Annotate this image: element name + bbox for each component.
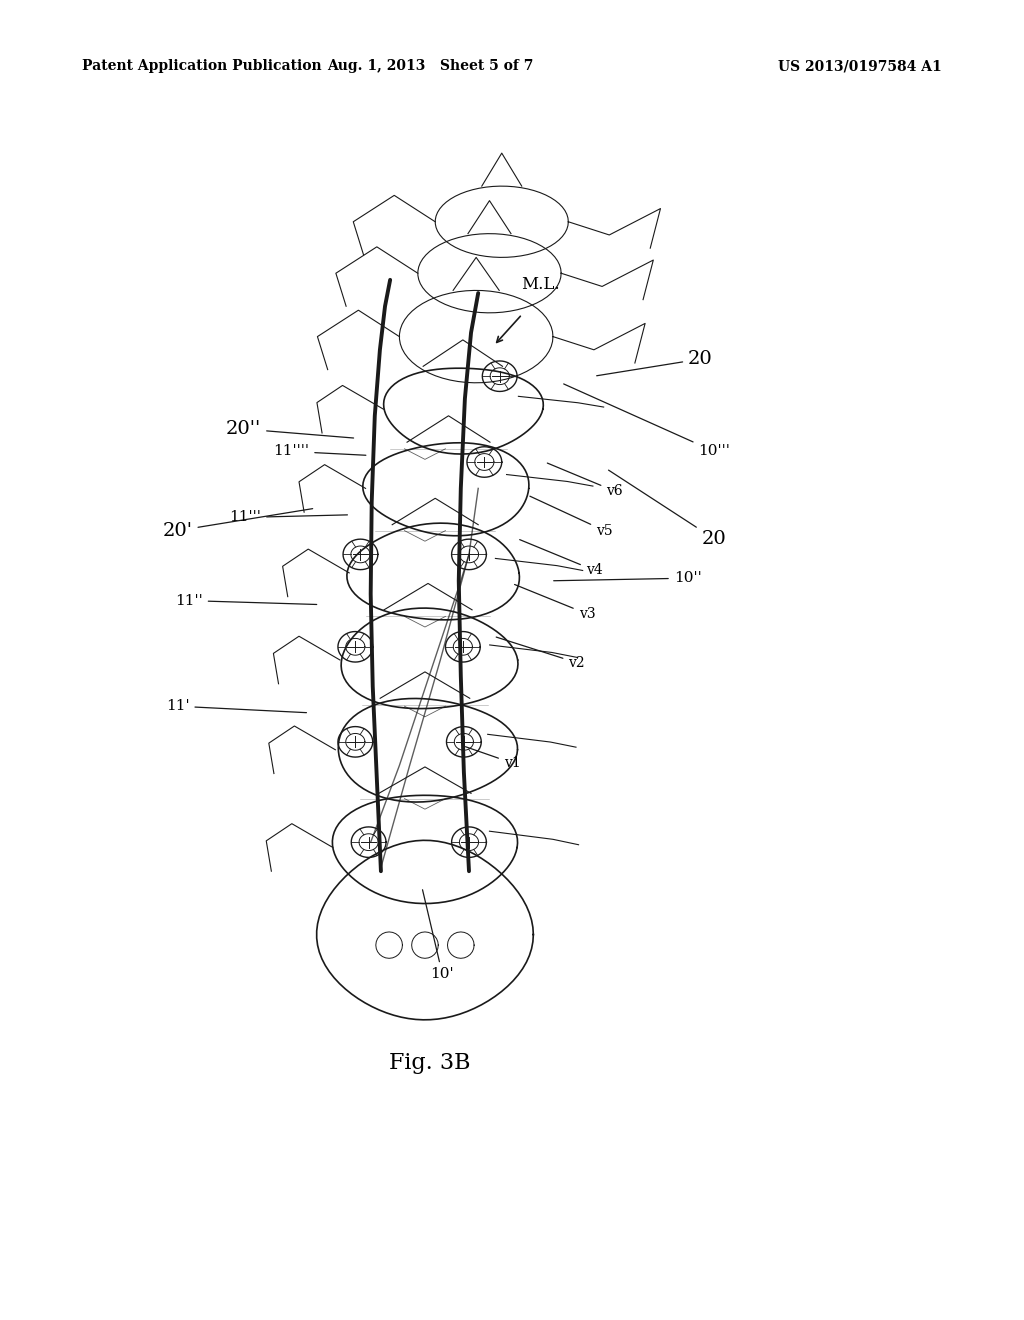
Text: 10': 10' [423, 890, 455, 981]
Text: v1: v1 [466, 747, 520, 770]
Text: v5: v5 [529, 496, 612, 537]
Text: US 2013/0197584 A1: US 2013/0197584 A1 [778, 59, 942, 74]
Text: Aug. 1, 2013   Sheet 5 of 7: Aug. 1, 2013 Sheet 5 of 7 [327, 59, 534, 74]
Text: Fig. 3B: Fig. 3B [389, 1052, 471, 1073]
Text: 10'': 10'' [554, 572, 701, 585]
Text: v4: v4 [520, 540, 602, 577]
Text: 11'': 11'' [175, 594, 316, 607]
Text: 10''': 10''' [563, 384, 730, 458]
Text: 11': 11' [166, 700, 306, 713]
Text: 20': 20' [163, 508, 312, 540]
Text: 11'''': 11'''' [273, 445, 366, 458]
Text: v3: v3 [515, 585, 595, 620]
Text: 20: 20 [608, 470, 726, 548]
Text: Patent Application Publication: Patent Application Publication [82, 59, 322, 74]
Text: M.L.: M.L. [521, 276, 560, 293]
Text: 20'': 20'' [226, 420, 353, 438]
Text: 20: 20 [597, 350, 713, 376]
Text: v6: v6 [548, 463, 623, 498]
Text: 11''': 11''' [229, 511, 347, 524]
Text: v2: v2 [497, 638, 585, 669]
